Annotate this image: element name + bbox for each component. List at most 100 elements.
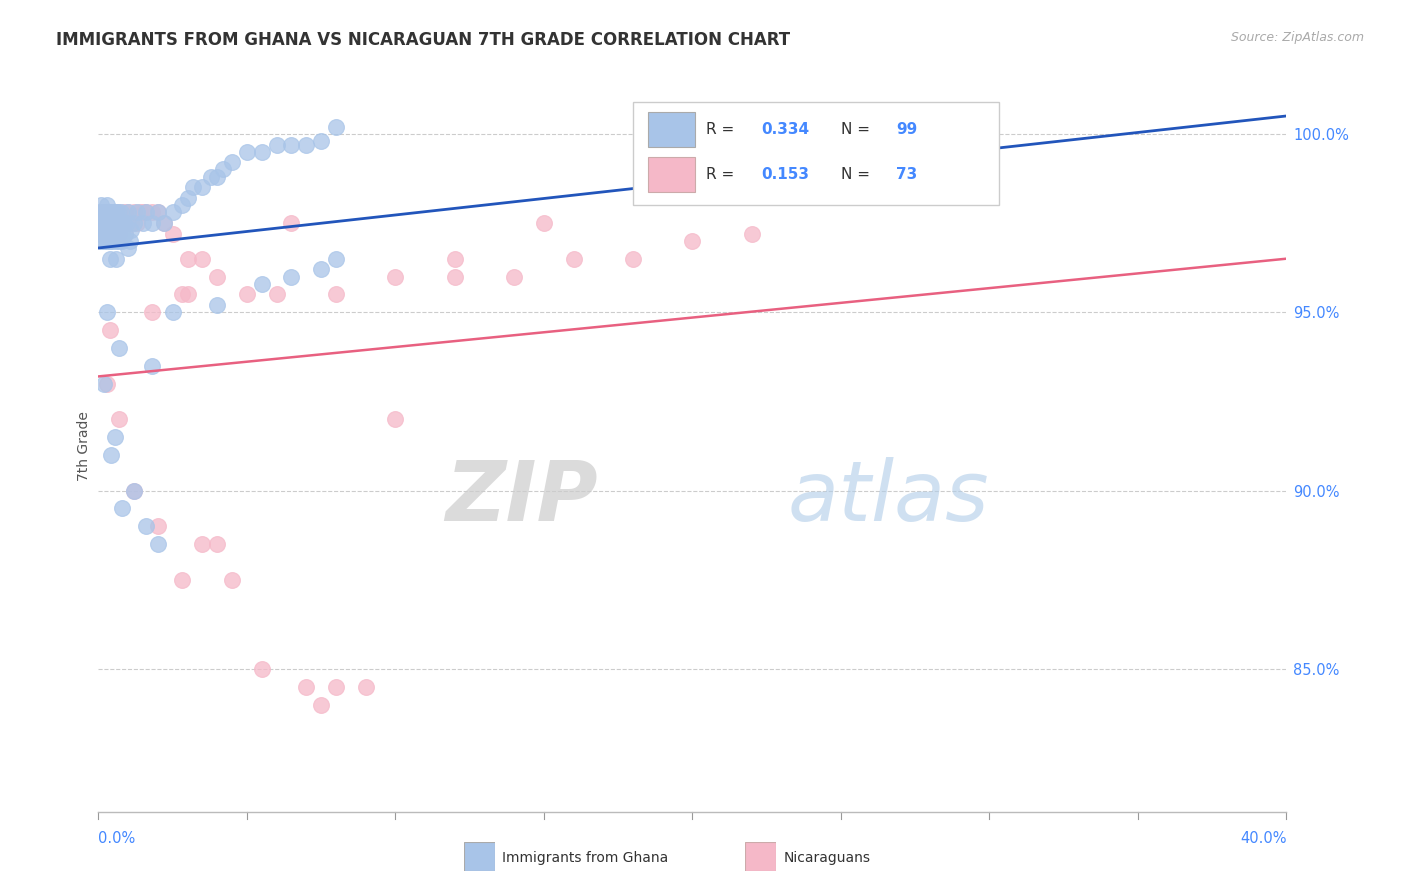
Point xyxy=(122,205,145,219)
Point xyxy=(93,376,115,391)
Point xyxy=(91,205,114,219)
Text: atlas: atlas xyxy=(787,457,990,538)
Point xyxy=(122,216,145,230)
Point xyxy=(104,227,127,241)
Point xyxy=(112,216,135,230)
Point xyxy=(97,216,120,230)
Point xyxy=(93,216,115,230)
Point xyxy=(89,205,111,219)
Point xyxy=(98,216,121,230)
Point xyxy=(96,216,118,230)
Text: Immigrants from Ghana: Immigrants from Ghana xyxy=(502,851,668,865)
Point xyxy=(152,216,174,230)
Point xyxy=(110,216,132,230)
Point xyxy=(101,216,124,230)
Point xyxy=(280,269,302,284)
Point xyxy=(90,223,112,237)
Point xyxy=(682,234,704,248)
Point xyxy=(384,269,406,284)
Point xyxy=(100,448,122,462)
Point xyxy=(384,412,406,426)
Point xyxy=(108,341,131,355)
Point xyxy=(117,241,139,255)
Point xyxy=(115,216,138,230)
Point xyxy=(93,223,115,237)
Point xyxy=(176,287,198,301)
Point xyxy=(90,205,112,219)
Point xyxy=(96,227,118,241)
Point xyxy=(93,234,115,248)
Point xyxy=(107,216,129,230)
Point xyxy=(91,205,114,219)
Point xyxy=(103,216,125,230)
Point xyxy=(141,305,163,319)
Point xyxy=(89,216,111,230)
Point xyxy=(104,205,127,219)
Point xyxy=(176,191,198,205)
Point xyxy=(101,227,124,241)
Point xyxy=(104,430,127,444)
Text: 40.0%: 40.0% xyxy=(1240,831,1286,846)
Point xyxy=(111,501,134,516)
Point xyxy=(146,519,169,533)
Point xyxy=(162,205,184,219)
Point xyxy=(115,216,138,230)
Point xyxy=(191,180,214,194)
Point xyxy=(122,483,145,498)
Point xyxy=(111,223,134,237)
Point xyxy=(444,269,467,284)
Point xyxy=(118,234,141,248)
Point xyxy=(111,216,134,230)
Text: IMMIGRANTS FROM GHANA VS NICARAGUAN 7TH GRADE CORRELATION CHART: IMMIGRANTS FROM GHANA VS NICARAGUAN 7TH … xyxy=(56,31,790,49)
Bar xyxy=(648,112,695,147)
Point xyxy=(98,223,121,237)
Point xyxy=(152,216,174,230)
Point xyxy=(107,205,129,219)
Point xyxy=(325,252,347,266)
Point xyxy=(96,234,118,248)
Point xyxy=(96,305,118,319)
Point xyxy=(111,234,134,248)
Point xyxy=(100,205,122,219)
Point xyxy=(91,216,114,230)
Text: 0.0%: 0.0% xyxy=(98,831,135,846)
Point xyxy=(135,205,157,219)
Point xyxy=(101,216,124,230)
Text: 0.153: 0.153 xyxy=(761,168,808,182)
Point xyxy=(100,205,122,219)
Text: Source: ZipAtlas.com: Source: ZipAtlas.com xyxy=(1230,31,1364,45)
Point xyxy=(191,537,214,551)
Point xyxy=(207,169,229,184)
Point xyxy=(325,287,347,301)
Point xyxy=(93,205,115,219)
Point xyxy=(146,537,169,551)
Point xyxy=(191,252,214,266)
Point xyxy=(266,137,288,152)
Point xyxy=(98,216,121,230)
Point xyxy=(108,234,131,248)
Point xyxy=(141,359,163,373)
Y-axis label: 7th Grade: 7th Grade xyxy=(77,411,91,481)
Point xyxy=(200,169,222,184)
Point xyxy=(94,205,117,219)
Point xyxy=(105,216,128,230)
Point xyxy=(94,216,117,230)
Point xyxy=(108,412,131,426)
Point xyxy=(212,162,235,177)
Point xyxy=(114,227,136,241)
Point xyxy=(98,252,121,266)
Point xyxy=(250,277,273,291)
Text: Nicaraguans: Nicaraguans xyxy=(783,851,870,865)
Point xyxy=(89,227,111,241)
Point xyxy=(183,180,205,194)
Point xyxy=(236,287,259,301)
FancyBboxPatch shape xyxy=(633,102,998,204)
Point xyxy=(503,269,526,284)
Point xyxy=(110,205,132,219)
Point xyxy=(125,205,148,219)
Point xyxy=(221,573,243,587)
Point xyxy=(533,216,555,230)
Text: R =: R = xyxy=(706,122,740,137)
Point xyxy=(91,216,114,230)
Text: 73: 73 xyxy=(896,168,918,182)
